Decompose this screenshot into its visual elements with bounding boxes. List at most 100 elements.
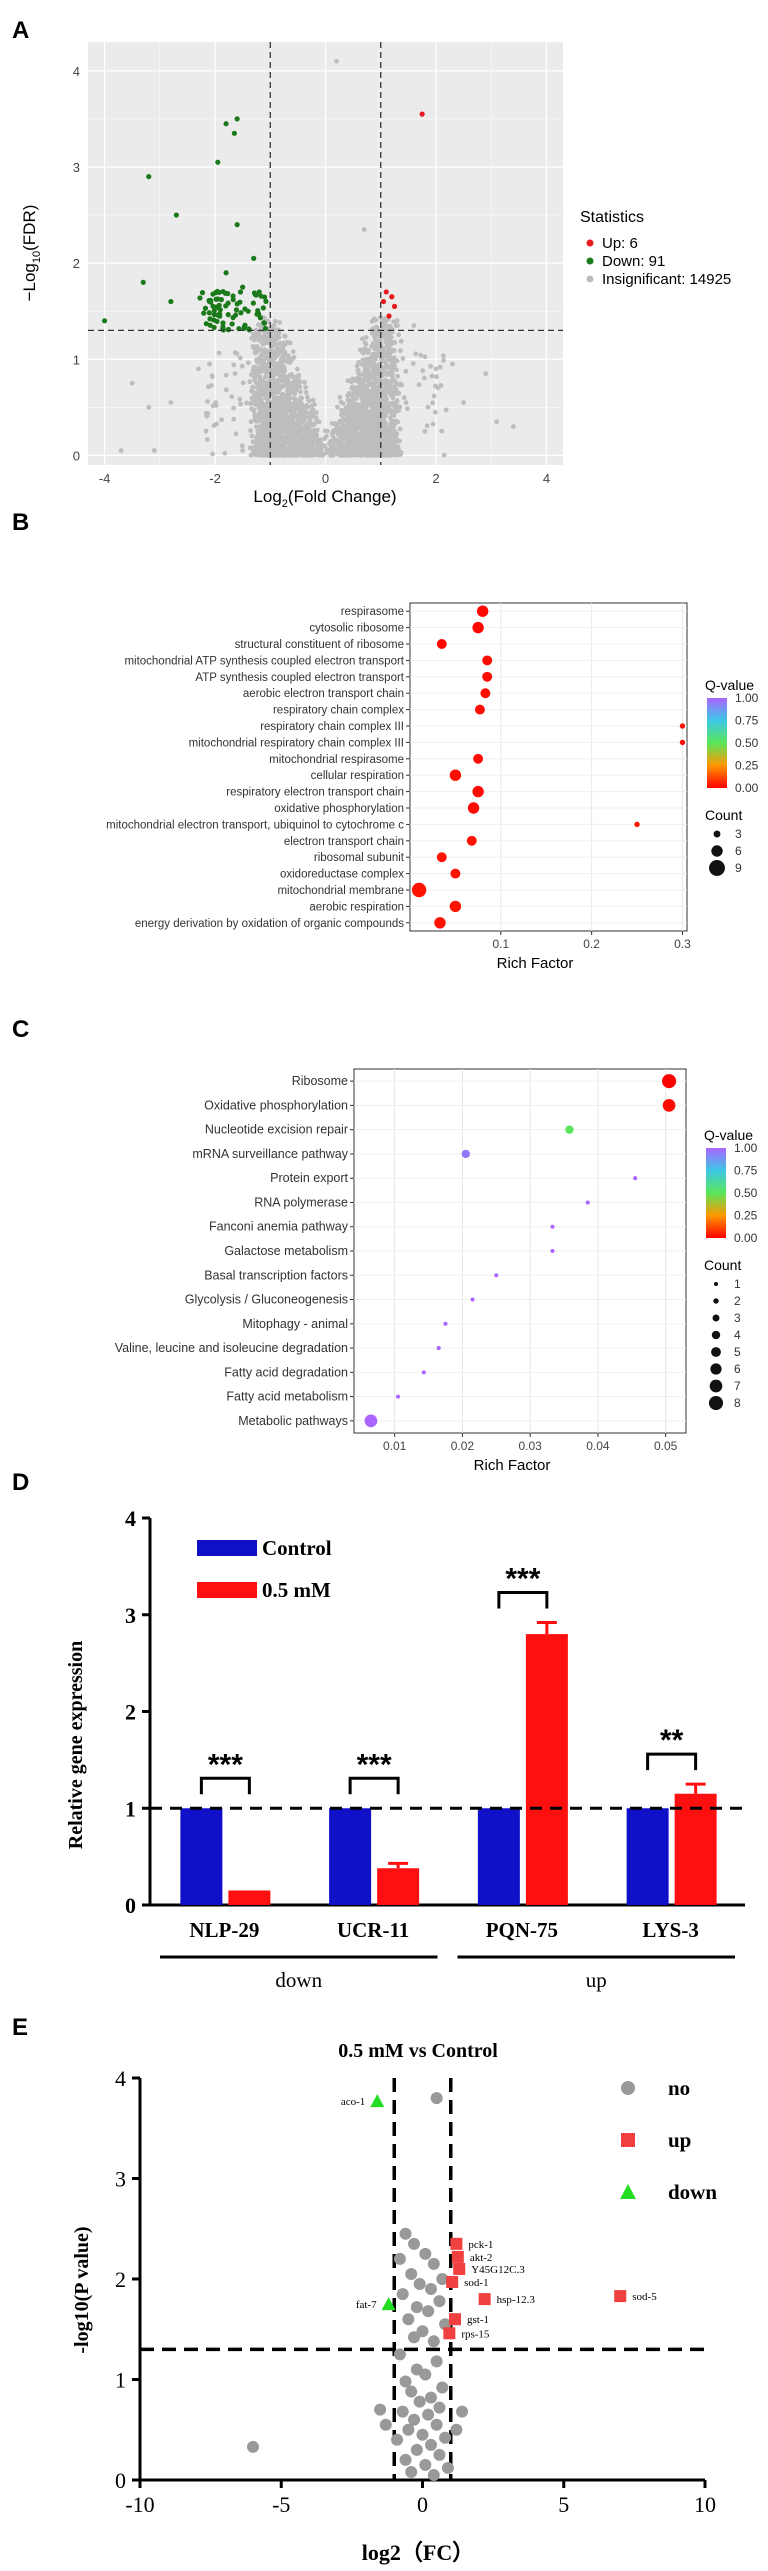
insignificant-point	[252, 350, 258, 355]
insignificant-point	[310, 444, 316, 449]
no-change-point	[416, 2325, 429, 2338]
insignificant-point	[443, 407, 449, 413]
insignificant-point	[296, 411, 302, 417]
term-labels: respirasome cytosolic ribosome structural …	[106, 606, 410, 930]
insignificant-point	[298, 389, 304, 395]
no-change-point	[424, 2438, 437, 2451]
no-change-point	[436, 2273, 449, 2285]
x-axis-label: Rich Factor	[497, 955, 574, 972]
down-point	[255, 311, 262, 317]
insignificant-point	[354, 449, 360, 455]
insignificant-point	[430, 400, 436, 406]
down-point	[258, 293, 264, 299]
insignificant-point	[251, 408, 257, 414]
insignificant-point	[255, 398, 261, 404]
insignificant-point	[316, 419, 322, 425]
insignificant-point	[249, 388, 254, 394]
term-label: oxidoreductase complex	[280, 869, 404, 881]
insignificant-point	[282, 436, 288, 441]
insignificant-point	[276, 444, 282, 450]
no-change-point	[402, 2423, 415, 2436]
x-tick: 0.1	[492, 937, 509, 951]
insignificant-point	[364, 376, 369, 382]
insignificant-point	[305, 423, 311, 429]
down-point	[214, 288, 220, 295]
insignificant-point	[233, 431, 239, 437]
legend-size-label: 3	[735, 827, 742, 841]
insignificant-point	[248, 428, 253, 433]
insignificant-point	[358, 412, 363, 417]
insignificant-point	[254, 424, 259, 430]
insignificant-point	[291, 439, 297, 445]
legend-size-marker	[709, 1379, 723, 1393]
insignificant-point	[223, 372, 229, 378]
down-point	[212, 304, 218, 310]
insignificant-point	[261, 315, 267, 321]
legend-size-marker	[711, 1347, 721, 1357]
term-label: Nucleotide excision repair	[205, 1123, 348, 1137]
legend-label: Up: 6	[602, 235, 638, 252]
term-label: Fatty acid metabolism	[226, 1390, 348, 1404]
enrichment-dot	[449, 900, 462, 913]
down-point	[211, 324, 217, 331]
term-label: mitochondrial respiratory chain complex …	[189, 737, 404, 749]
insignificant-point	[253, 450, 259, 455]
group-labels: down up	[160, 1955, 735, 1992]
dots	[364, 1074, 677, 1428]
insignificant-point	[278, 371, 284, 377]
down-point	[262, 325, 269, 332]
insignificant-point	[368, 391, 373, 397]
insignificant-point	[265, 418, 271, 424]
insignificant-point	[269, 369, 275, 375]
legend-title: Statistics	[580, 209, 644, 226]
insignificant-point	[258, 445, 264, 451]
bar-control	[477, 1808, 520, 1905]
insignificant-point	[388, 338, 394, 344]
insignificant-point	[373, 401, 378, 406]
insignificant-point	[118, 448, 124, 453]
y-axis-label: -log10(P value)	[71, 2226, 93, 2353]
down-point	[140, 279, 146, 285]
insignificant-point	[411, 323, 417, 329]
insignificant-point	[273, 369, 279, 375]
insignificant-point	[510, 424, 516, 429]
legend: Control 0.5 mM	[197, 1536, 332, 1602]
plot-background	[409, 602, 688, 932]
insignificant-point	[353, 430, 359, 436]
insignificant-point	[359, 336, 365, 342]
up-point	[383, 289, 389, 295]
insignificant-point	[229, 394, 235, 400]
term-label: Oxidative phosphorylation	[204, 1098, 348, 1112]
insignificant-point	[263, 349, 269, 355]
x-tick: 0.2	[583, 937, 600, 951]
insignificant-point	[362, 346, 367, 352]
x-axis-label: Rich Factor	[474, 1457, 551, 1474]
term-label: mRNA surveillance pathway	[192, 1147, 348, 1161]
insignificant-point	[278, 357, 284, 363]
insignificant-point	[251, 394, 257, 400]
insignificant-point	[207, 361, 212, 367]
insignificant-point	[343, 435, 349, 441]
bar-treatment	[228, 1890, 271, 1905]
insignificant-point	[338, 445, 343, 451]
term-label: respiratory chain complex III	[260, 721, 404, 733]
insignificant-point	[397, 426, 403, 432]
insignificant-point	[277, 340, 283, 346]
enrichment-dot	[472, 785, 484, 798]
panel-label-c: C	[12, 1016, 29, 1043]
insignificant-point	[365, 426, 371, 431]
insignificant-point	[310, 397, 316, 403]
insignificant-point	[401, 395, 407, 401]
legend-label: Control	[262, 1536, 332, 1560]
down-point	[225, 327, 231, 333]
insignificant-point	[256, 431, 262, 436]
insignificant-point	[267, 359, 272, 365]
chart-title: 0.5 mM vs Control	[338, 2040, 498, 2062]
insignificant-point	[287, 408, 293, 414]
enrichment-dot	[550, 1248, 555, 1254]
bar-treatment	[674, 1793, 717, 1905]
insignificant-point	[263, 382, 269, 388]
no-change-point	[391, 2433, 404, 2446]
term-label: Galactose metabolism	[224, 1244, 348, 1258]
